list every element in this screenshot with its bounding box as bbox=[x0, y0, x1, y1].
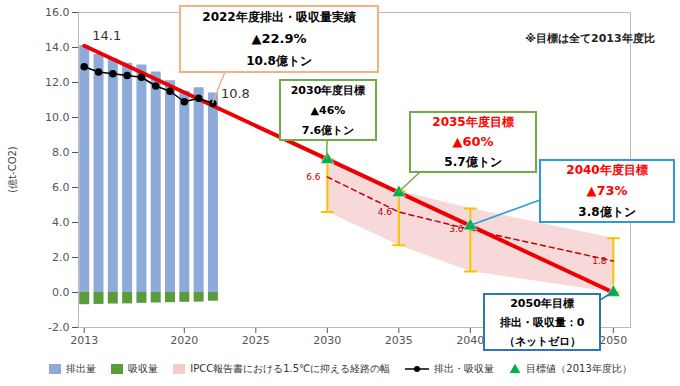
svg-text:2030: 2030 bbox=[313, 334, 341, 347]
svg-text:3.8億トン: 3.8億トン bbox=[578, 205, 635, 219]
svg-text:2030年度目標: 2030年度目標 bbox=[291, 84, 366, 97]
svg-text:2025: 2025 bbox=[242, 334, 270, 347]
html-text:排出量: 排出量 bbox=[66, 363, 97, 374]
svg-text:2022年度排出・吸収量実績: 2022年度排出・吸収量実績 bbox=[202, 10, 355, 24]
svg-text:2050年目標: 2050年目標 bbox=[510, 297, 574, 310]
svg-text:6.6: 6.6 bbox=[306, 172, 321, 182]
svg-text:5.7億トン: 5.7億トン bbox=[444, 155, 501, 169]
svg-text:2020: 2020 bbox=[170, 334, 198, 347]
svg-text:2050: 2050 bbox=[599, 334, 627, 347]
html-text:排出・吸収量: 排出・吸収量 bbox=[434, 363, 495, 374]
svg-text:10.8: 10.8 bbox=[221, 86, 250, 101]
svg-text:2.0: 2.0 bbox=[52, 251, 70, 264]
svg-text:12.0: 12.0 bbox=[45, 76, 70, 89]
svg-text:▲60%: ▲60% bbox=[452, 134, 493, 149]
svg-text:▲22.9%: ▲22.9% bbox=[251, 31, 306, 46]
html-text:吸収量: 吸収量 bbox=[128, 363, 159, 374]
svg-text:14.1: 14.1 bbox=[92, 28, 121, 43]
svg-text:2040: 2040 bbox=[456, 334, 484, 347]
svg-text:排出・吸収量：0: 排出・吸収量：0 bbox=[499, 316, 585, 329]
svg-text:7.6億トン: 7.6億トン bbox=[302, 124, 355, 137]
svg-text:0.0: 0.0 bbox=[52, 286, 70, 299]
html-text:目標値（2013年度比）: 目標値（2013年度比） bbox=[526, 363, 632, 374]
svg-text:16.0: 16.0 bbox=[45, 6, 70, 19]
svg-text:3.6: 3.6 bbox=[449, 224, 464, 234]
svg-text:▲46%: ▲46% bbox=[311, 104, 346, 117]
svg-text:6.0: 6.0 bbox=[52, 181, 70, 194]
svg-text:（ネットゼロ）: （ネットゼロ） bbox=[504, 335, 581, 348]
svg-text:2040年度目標: 2040年度目標 bbox=[566, 163, 647, 177]
svg-text:14.0: 14.0 bbox=[45, 41, 70, 54]
svg-text:1.8: 1.8 bbox=[592, 256, 607, 266]
svg-text:-2.0: -2.0 bbox=[48, 321, 69, 334]
svg-text:(億t-CO2): (億t-CO2) bbox=[7, 146, 18, 193]
svg-text:4.6: 4.6 bbox=[378, 207, 393, 217]
svg-text:▲73%: ▲73% bbox=[586, 183, 627, 198]
svg-text:10.0: 10.0 bbox=[45, 111, 70, 124]
svg-text:4.0: 4.0 bbox=[52, 216, 70, 229]
svg-text:※目標は全て2013年度比: ※目標は全て2013年度比 bbox=[525, 32, 654, 45]
svg-text:2013: 2013 bbox=[70, 334, 98, 347]
svg-text:2035年度目標: 2035年度目標 bbox=[432, 115, 513, 129]
svg-text:2035: 2035 bbox=[385, 334, 413, 347]
html-text:IPCC報告書における1.5℃に抑える経路の幅: IPCC報告書における1.5℃に抑える経路の幅 bbox=[190, 363, 391, 374]
svg-text:10.8億トン: 10.8億トン bbox=[246, 54, 312, 68]
svg-text:8.0: 8.0 bbox=[52, 146, 70, 159]
